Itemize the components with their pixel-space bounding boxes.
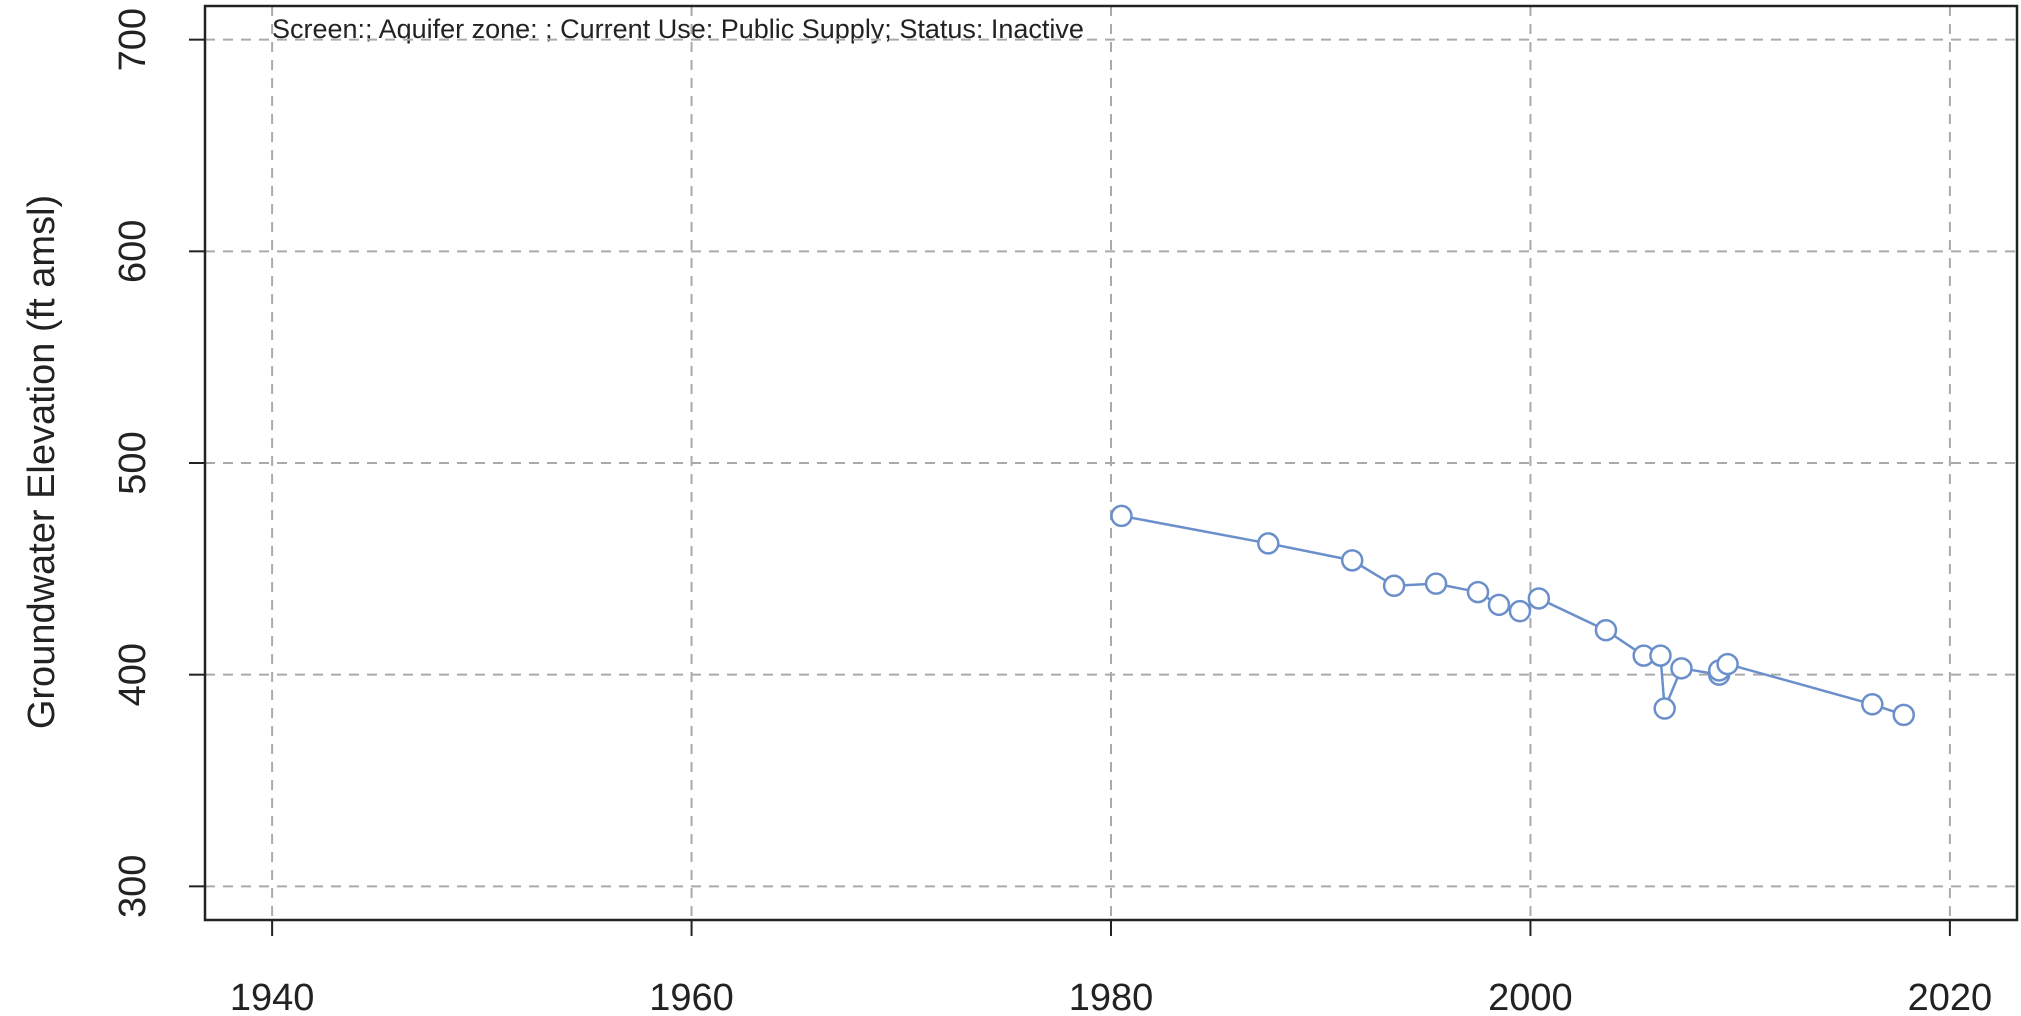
data-point xyxy=(1649,644,1672,667)
y-tick-label: 600 xyxy=(112,220,154,283)
data-point xyxy=(1892,703,1915,727)
x-tick-label: 2000 xyxy=(1488,977,1573,1016)
data-point xyxy=(1508,599,1532,623)
data-point xyxy=(1257,532,1280,555)
x-tick-label: 1940 xyxy=(230,977,315,1016)
y-tick-label: 700 xyxy=(112,8,154,71)
data-point xyxy=(1424,572,1448,595)
data-point xyxy=(1110,504,1133,528)
x-tick-label: 1980 xyxy=(1069,977,1154,1016)
data-point xyxy=(1487,593,1511,617)
data-point xyxy=(1527,587,1551,610)
plot-frame xyxy=(203,4,2019,922)
y-axis-label: Groundwater Elevation (ft amsl) xyxy=(21,195,63,729)
data-point xyxy=(1716,652,1739,676)
data-point xyxy=(1340,549,1364,572)
data-point xyxy=(1670,657,1693,680)
y-tick-label: 300 xyxy=(112,855,154,918)
data-point xyxy=(1594,618,1618,642)
x-tick-label: 2020 xyxy=(1908,977,1993,1016)
y-tick-label: 500 xyxy=(112,431,154,494)
y-tick-label: 400 xyxy=(112,643,154,706)
data-point xyxy=(1861,693,1884,716)
data-point xyxy=(1653,697,1676,720)
data-point xyxy=(1466,580,1490,604)
data-point xyxy=(1382,574,1406,598)
x-tick-label: 1960 xyxy=(649,977,734,1016)
